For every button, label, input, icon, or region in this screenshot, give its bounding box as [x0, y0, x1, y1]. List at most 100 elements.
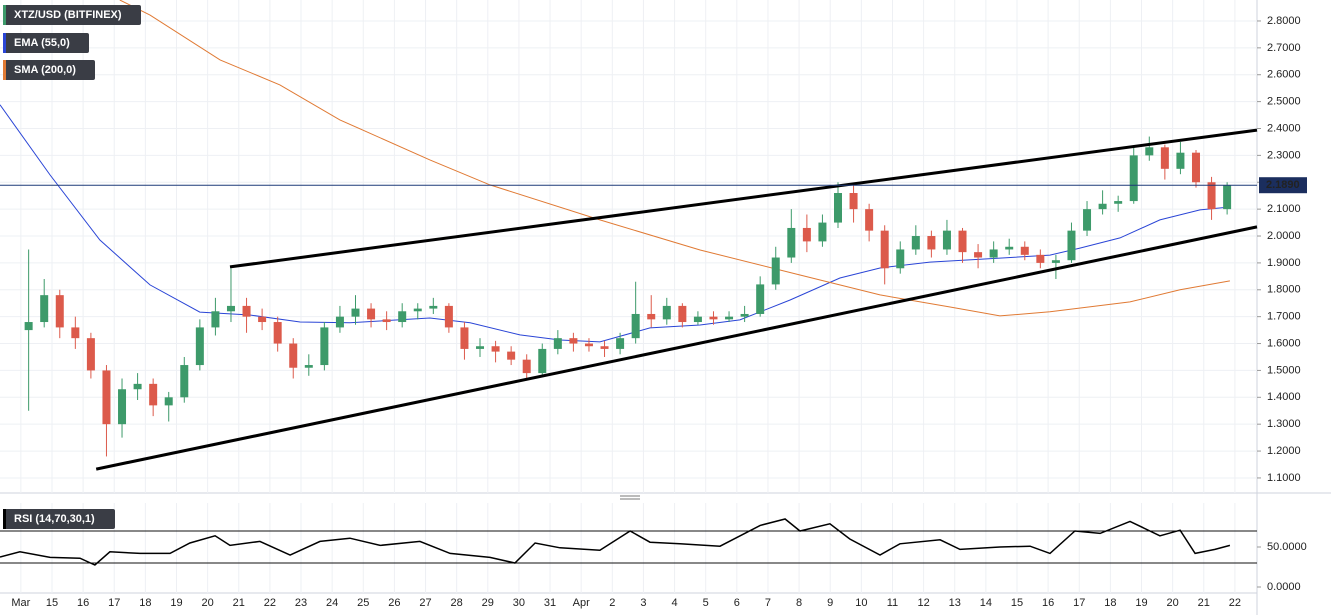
candle-body: [740, 313, 749, 317]
x-tick-label: 11: [887, 597, 898, 609]
candle-body: [351, 308, 360, 317]
x-tick-label: 14: [980, 597, 992, 609]
candle-body: [398, 311, 407, 323]
candle-body: [71, 327, 80, 339]
x-tick-label: 30: [513, 597, 525, 609]
x-tick-label: 15: [1011, 597, 1023, 609]
x-tick-label: 9: [827, 597, 833, 609]
legend-swatch: [3, 5, 6, 25]
y-tick-label: 1.8000: [1267, 284, 1301, 296]
x-tick-label: 6: [734, 597, 740, 609]
candle-body: [40, 295, 49, 323]
candle-body: [1207, 182, 1216, 210]
candle-body: [118, 389, 127, 425]
candle-body: [180, 365, 189, 398]
x-tick-label: 17: [108, 597, 120, 609]
candle-body: [1145, 147, 1154, 156]
x-tick-label: 22: [264, 597, 276, 609]
candle-body: [693, 316, 702, 323]
candle-body: [725, 316, 734, 320]
rsi-tick-label: 0.0000: [1267, 581, 1301, 593]
legend: XTZ/USD (BITFINEX) EMA (55,0) SMA (200,0) R…: [3, 5, 141, 529]
candle-body: [149, 383, 158, 406]
y-tick-label: 2.4000: [1267, 122, 1301, 134]
y-tick-label: 1.9000: [1267, 257, 1301, 269]
x-tick-label: Apr: [573, 597, 590, 609]
candle-body: [86, 338, 95, 371]
x-tick-label: 29: [482, 597, 494, 609]
trendline: [95, 225, 1258, 471]
x-tick-label: 26: [388, 597, 400, 609]
candle-body: [164, 397, 173, 406]
last-price-box: [1259, 177, 1307, 194]
candle-body: [522, 359, 531, 374]
x-tick-label: 20: [1167, 597, 1179, 609]
legend-label: EMA (55,0): [14, 37, 70, 49]
x-tick-label: 31: [544, 597, 556, 609]
x-tick-label: 16: [1042, 597, 1054, 609]
candle-body: [600, 346, 609, 349]
candle-body: [1067, 230, 1076, 261]
legend-label: XTZ/USD (BITFINEX): [14, 9, 122, 21]
candle-body: [507, 351, 516, 360]
y-tick-label: 1.4000: [1267, 391, 1301, 403]
x-tick-label: 7: [765, 597, 771, 609]
x-tick-label: 18: [139, 597, 151, 609]
x-tick-label: 17: [1073, 597, 1085, 609]
candle-body: [662, 305, 671, 320]
y-tick-label: 2.3000: [1267, 149, 1301, 161]
candle-body: [382, 319, 391, 323]
trendline: [229, 128, 1258, 269]
legend-label: RSI (14,70,30,1): [14, 513, 95, 525]
candle-body: [444, 305, 453, 328]
candle-body: [802, 227, 811, 242]
candle-body: [195, 327, 204, 366]
candle-body: [320, 327, 329, 366]
x-tick-label: 10: [855, 597, 867, 609]
indicator-line: [119, 0, 1230, 317]
candle-body: [491, 346, 500, 352]
candle-body: [647, 313, 656, 320]
legend-box: [3, 60, 95, 80]
candle-body: [1051, 260, 1060, 263]
candle-body: [865, 209, 874, 231]
y-tick-label: 1.7000: [1267, 311, 1301, 323]
y-tick-label: 2.7000: [1267, 42, 1301, 54]
x-tick-label: 8: [796, 597, 802, 609]
x-tick-label: 20: [202, 597, 214, 609]
legend-swatch: [3, 509, 6, 529]
y-tick-label: 2.0000: [1267, 230, 1301, 242]
legend-swatch: [3, 33, 6, 53]
x-tick-label: 18: [1104, 597, 1116, 609]
candle-body: [460, 327, 469, 349]
grid: [0, 0, 1257, 593]
x-tick-label: 12: [917, 597, 929, 609]
candle-body: [896, 249, 905, 269]
legend-box: [3, 5, 141, 25]
candle-body: [1223, 185, 1232, 210]
rsi-line: [0, 518, 1231, 566]
y-tick-label: 2.1000: [1267, 203, 1301, 215]
candle-body: [818, 222, 827, 242]
candle-body: [367, 308, 376, 320]
candle-body: [911, 236, 920, 250]
x-tick-label: 21: [1198, 597, 1210, 609]
candle-body: [1176, 152, 1185, 169]
y-tick-label: 1.6000: [1267, 337, 1301, 349]
x-tick-label: 28: [451, 597, 463, 609]
candle-body: [771, 257, 780, 285]
candle-body: [616, 338, 625, 349]
y-tick-label: 1.2000: [1267, 445, 1301, 457]
x-tick-label: 21: [233, 597, 245, 609]
x-tick-label: 19: [170, 597, 182, 609]
candle-body: [709, 316, 718, 320]
candle-body: [429, 305, 438, 309]
x-tick-label: 5: [703, 597, 709, 609]
candle-body: [974, 252, 983, 258]
candle-body: [102, 370, 111, 425]
candle-body: [1098, 203, 1107, 210]
candle-body: [304, 365, 313, 368]
candle-body: [1083, 209, 1092, 231]
candle-body: [24, 322, 33, 331]
